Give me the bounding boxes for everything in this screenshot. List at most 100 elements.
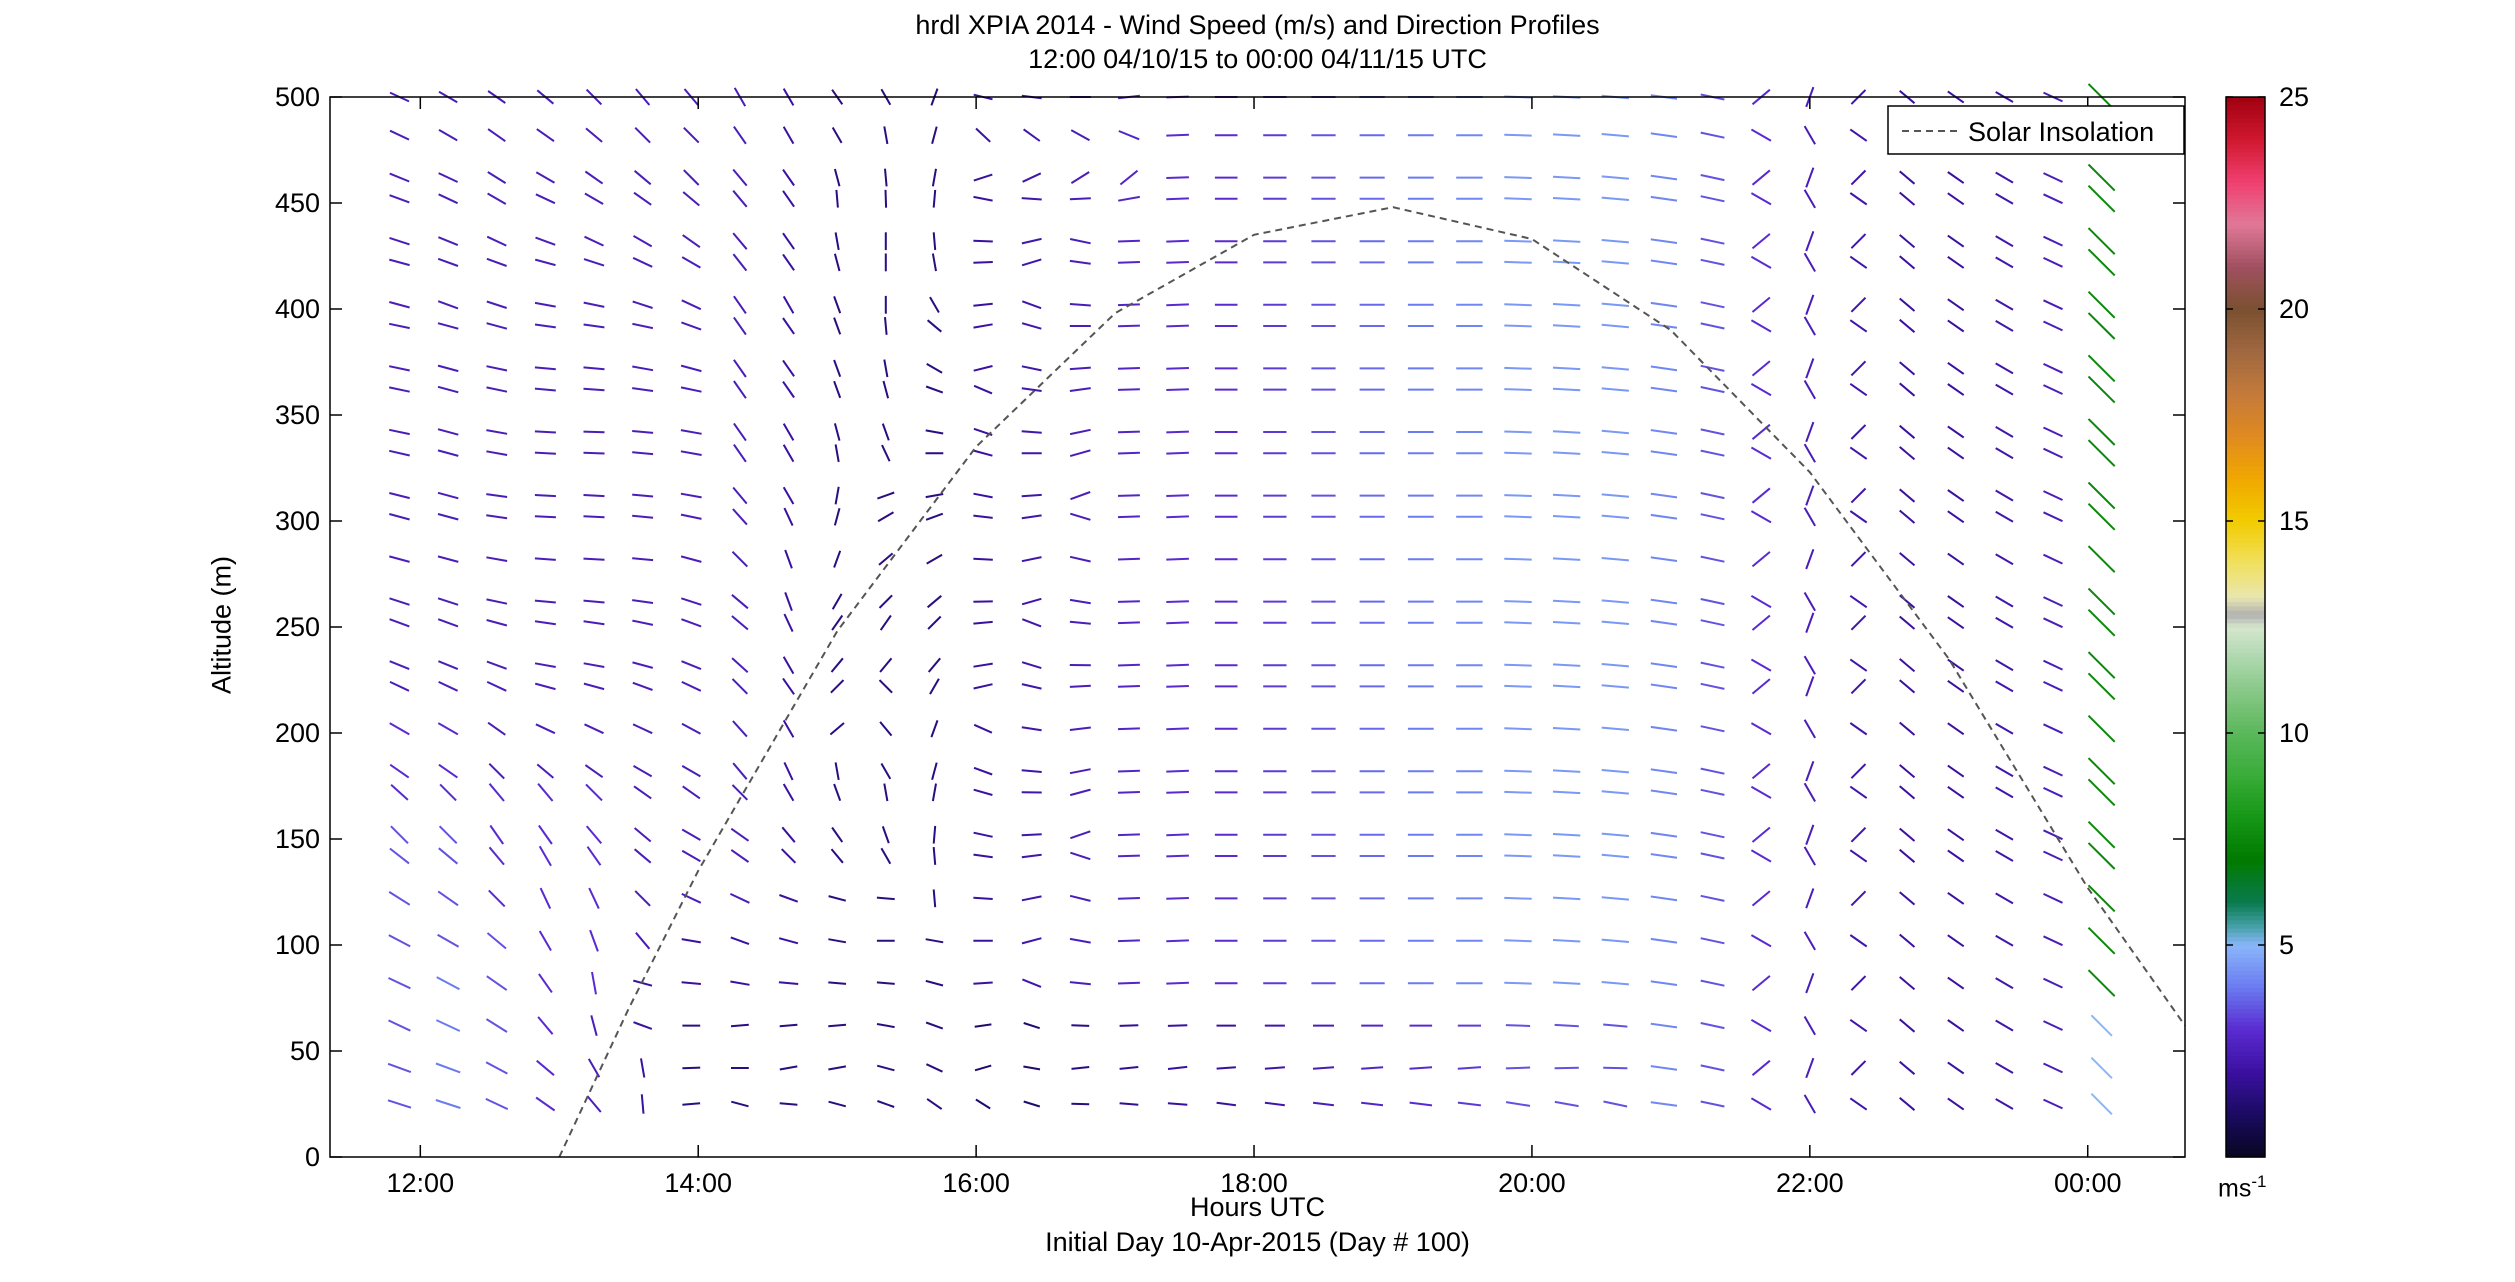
wind-vector xyxy=(583,557,605,561)
wind-vector xyxy=(1069,238,1091,245)
wind-vector xyxy=(1850,678,1867,695)
colorbar-segment xyxy=(2226,665,2265,670)
wind-vector xyxy=(2043,172,2063,183)
wind-vector xyxy=(1700,513,1725,521)
wind-vector xyxy=(1899,552,1916,567)
wind-vector xyxy=(585,783,603,802)
wind-vector xyxy=(1947,595,1965,608)
wind-vector xyxy=(932,189,937,208)
wind-vector xyxy=(2090,1014,2113,1037)
wind-vector xyxy=(389,597,410,606)
wind-vector xyxy=(632,661,654,669)
wind-vector xyxy=(1601,493,1629,498)
colorbar-segment xyxy=(2226,766,2265,772)
wind-vector xyxy=(1899,658,1916,673)
wind-vector xyxy=(534,258,556,267)
wind-vector xyxy=(538,930,552,952)
wind-vector xyxy=(1119,1024,1139,1027)
wind-vector xyxy=(877,491,895,500)
wind-vector xyxy=(1803,592,1816,612)
wind-vector xyxy=(782,126,795,145)
y-tick-label: 400 xyxy=(275,294,320,324)
wind-vector xyxy=(732,168,748,187)
wind-vector xyxy=(1601,557,1629,562)
colorbar-segment xyxy=(2226,521,2265,526)
wind-vector xyxy=(1504,833,1532,837)
wind-vector xyxy=(1117,685,1140,688)
wind-vector xyxy=(1552,133,1581,137)
wind-vector xyxy=(437,491,459,500)
wind-vector xyxy=(1700,682,1725,690)
wind-vector xyxy=(1751,423,1771,440)
wind-vector xyxy=(1700,831,1725,839)
wind-vector xyxy=(1117,600,1140,603)
wind-vector xyxy=(1995,786,2014,799)
colorbar-segment xyxy=(2226,597,2265,603)
colorbar-segment xyxy=(2226,1076,2265,1082)
colorbar-segment xyxy=(2226,270,2265,276)
wind-vector xyxy=(1069,366,1091,371)
colorbar-segment xyxy=(2226,571,2265,577)
wind-vector xyxy=(1601,175,1629,180)
wind-vector xyxy=(1021,769,1042,773)
wind-vector xyxy=(833,317,842,335)
wind-vector xyxy=(1995,1019,2014,1032)
colorbar-tick-label: 5 xyxy=(2279,930,2294,960)
wind-vector xyxy=(640,1094,645,1114)
wind-vector xyxy=(973,853,993,859)
wind-vector xyxy=(1650,1022,1678,1029)
colorbar-segment xyxy=(2226,1051,2265,1056)
colorbar-segment xyxy=(2226,537,2265,543)
colorbar-segment xyxy=(2226,567,2265,573)
colorbar-segment xyxy=(2226,690,2265,696)
wind-vector xyxy=(1995,192,2014,205)
wind-vector xyxy=(2087,842,2116,870)
wind-vector xyxy=(438,193,459,205)
wind-vector xyxy=(1899,827,1916,842)
wind-vector xyxy=(1899,848,1916,863)
wind-vector xyxy=(778,981,799,985)
colorbar-segment xyxy=(2226,1072,2265,1078)
wind-vector xyxy=(733,422,747,442)
colorbar-segment xyxy=(2226,347,2265,352)
wind-vector xyxy=(486,493,508,498)
y-tick-label: 50 xyxy=(290,1036,320,1066)
colorbar-segment xyxy=(2226,919,2265,925)
wind-vector xyxy=(438,847,459,865)
wind-vector xyxy=(1751,763,1771,780)
wind-vector xyxy=(1504,981,1532,985)
wind-vector xyxy=(828,895,847,902)
wind-vector xyxy=(632,723,653,735)
wind-vector xyxy=(1850,296,1867,313)
wind-vector xyxy=(1849,382,1868,397)
wind-vector xyxy=(486,235,507,247)
wind-vector xyxy=(733,316,747,336)
wind-vector xyxy=(2043,1020,2063,1031)
colorbar-segment xyxy=(2226,601,2265,607)
colorbar-segment xyxy=(2226,711,2265,717)
wind-vector xyxy=(1070,851,1091,861)
wind-vector xyxy=(1751,233,1771,250)
colorbar-segment xyxy=(2226,186,2265,191)
wind-vector xyxy=(583,515,605,519)
wind-vector xyxy=(588,887,600,910)
wind-vector xyxy=(973,449,993,457)
wind-vector xyxy=(1947,934,1965,948)
wind-vector xyxy=(632,557,654,562)
wind-vector xyxy=(1552,790,1581,795)
wind-vector xyxy=(828,1065,847,1071)
colorbar-segment xyxy=(2226,164,2265,170)
wind-vector xyxy=(583,430,605,434)
wind-vector xyxy=(876,1023,895,1029)
wind-vector xyxy=(1803,655,1816,675)
wind-vector xyxy=(635,932,651,950)
wind-vector xyxy=(1700,449,1725,457)
wind-vector xyxy=(1166,727,1189,731)
wind-vector xyxy=(537,1016,554,1035)
wind-vector xyxy=(1700,258,1725,266)
wind-vector xyxy=(681,299,702,311)
colorbar-segment xyxy=(2226,648,2265,654)
wind-vector xyxy=(534,682,556,691)
wind-vector xyxy=(682,234,701,249)
colorbar-segment xyxy=(2226,181,2265,187)
